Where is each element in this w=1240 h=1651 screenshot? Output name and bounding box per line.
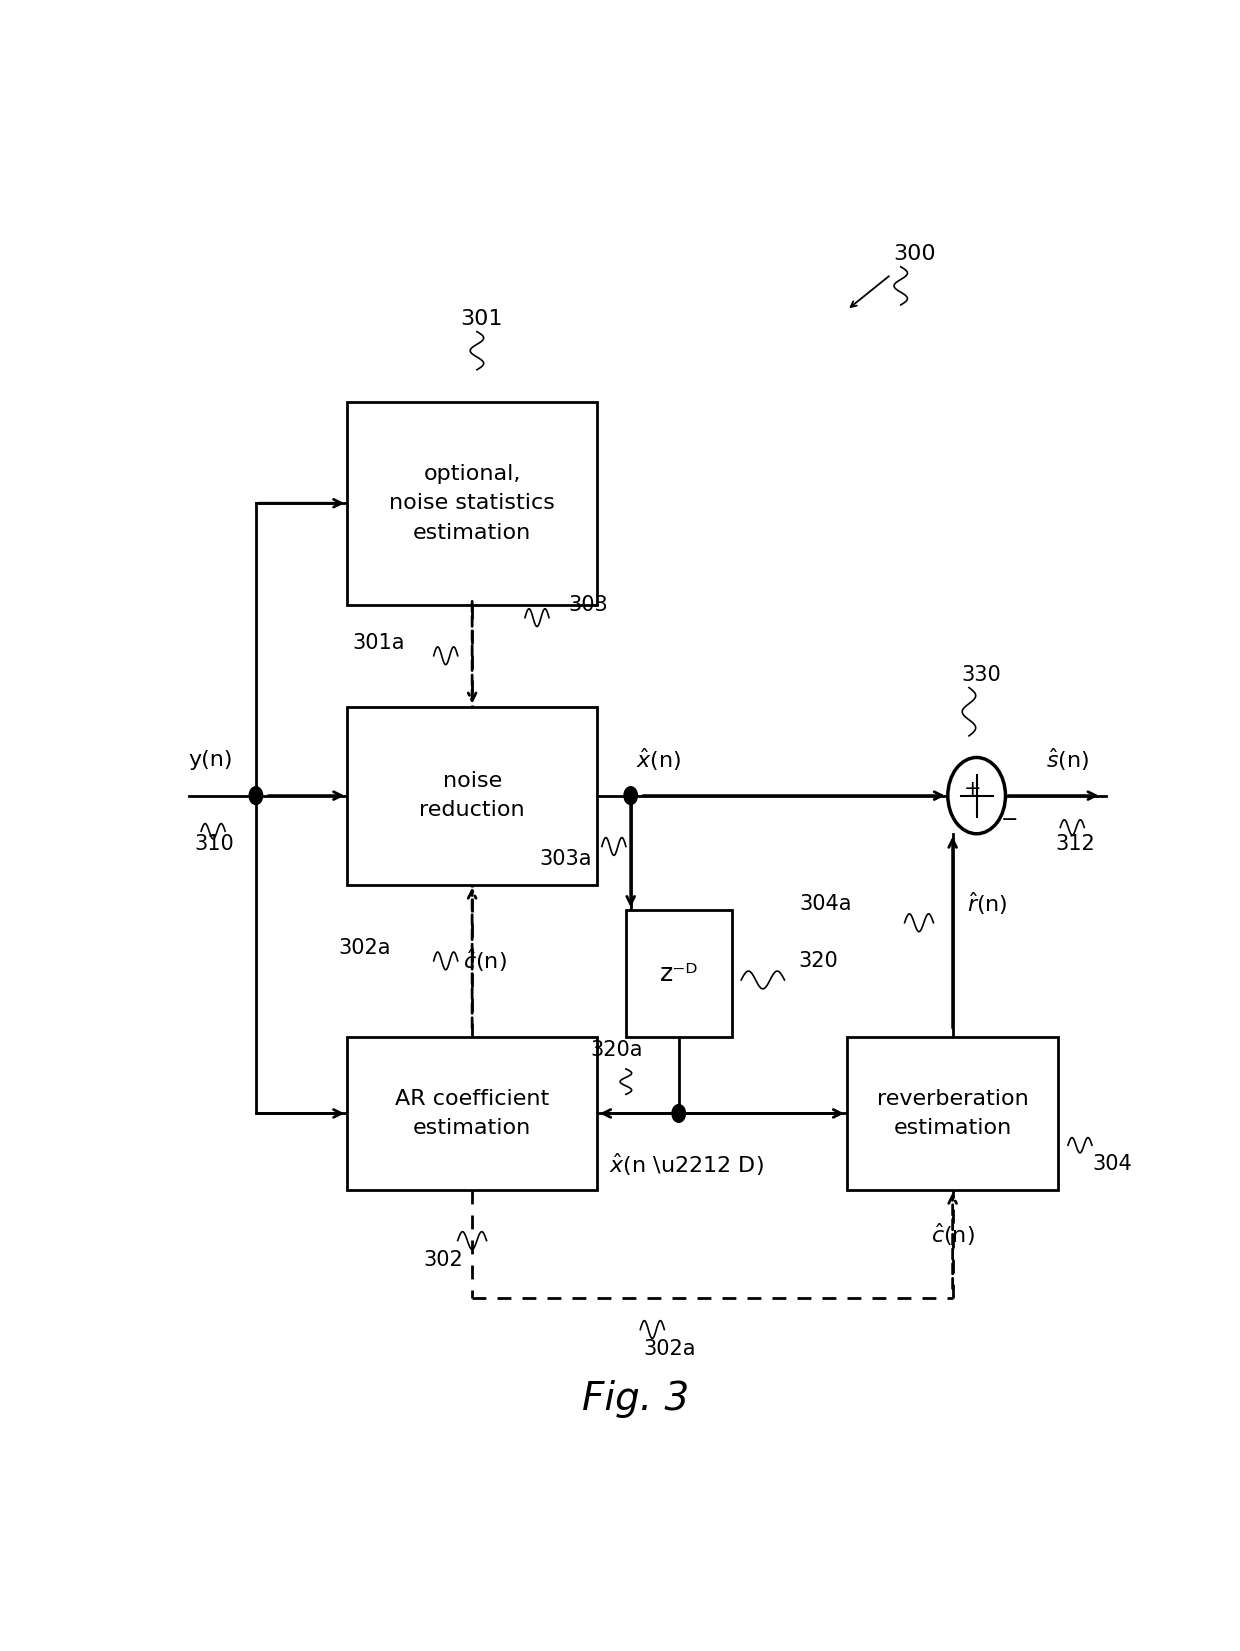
Text: $\hat{x}$(n \u2212 D): $\hat{x}$(n \u2212 D)	[609, 1151, 764, 1177]
Text: $\hat{s}$(n): $\hat{s}$(n)	[1047, 746, 1090, 773]
Text: $\hat{x}$(n): $\hat{x}$(n)	[635, 746, 681, 773]
Text: noise
reduction: noise reduction	[419, 771, 525, 821]
Text: −: −	[1001, 811, 1018, 830]
Text: optional,
noise statistics
estimation: optional, noise statistics estimation	[389, 464, 556, 543]
Bar	[347, 401, 598, 604]
Text: 304: 304	[1092, 1154, 1132, 1174]
Bar	[347, 707, 598, 885]
Text: +: +	[963, 779, 981, 799]
Text: 304a: 304a	[800, 893, 852, 913]
Text: 300: 300	[893, 244, 935, 264]
Text: 320: 320	[799, 951, 838, 971]
Text: $\hat{c}$(n): $\hat{c}$(n)	[463, 948, 506, 974]
Text: 320a: 320a	[590, 1040, 642, 1060]
Circle shape	[947, 758, 1006, 834]
Text: 302: 302	[423, 1250, 464, 1270]
Text: Fig. 3: Fig. 3	[582, 1380, 689, 1418]
Text: 312: 312	[1055, 834, 1095, 854]
Text: reverberation
estimation: reverberation estimation	[877, 1088, 1028, 1138]
Bar	[847, 1037, 1058, 1190]
Bar	[626, 910, 732, 1037]
Circle shape	[249, 788, 263, 804]
Text: z⁻ᴰ: z⁻ᴰ	[660, 961, 698, 986]
Text: 303: 303	[568, 594, 608, 614]
Text: 302a: 302a	[339, 938, 391, 958]
Circle shape	[624, 788, 637, 804]
Text: $\hat{r}$(n): $\hat{r}$(n)	[967, 890, 1008, 916]
Text: 303a: 303a	[539, 849, 593, 868]
Bar	[347, 1037, 598, 1190]
Text: 302a: 302a	[642, 1339, 696, 1359]
Text: 301a: 301a	[352, 632, 404, 654]
Text: $\hat{c}$(n): $\hat{c}$(n)	[931, 1220, 975, 1248]
Text: 310: 310	[195, 834, 234, 854]
Text: 330: 330	[961, 665, 1002, 685]
Text: y(n): y(n)	[188, 750, 233, 769]
Circle shape	[672, 1105, 686, 1123]
Text: 301: 301	[460, 309, 503, 329]
Text: AR coefficient
estimation: AR coefficient estimation	[396, 1088, 549, 1138]
